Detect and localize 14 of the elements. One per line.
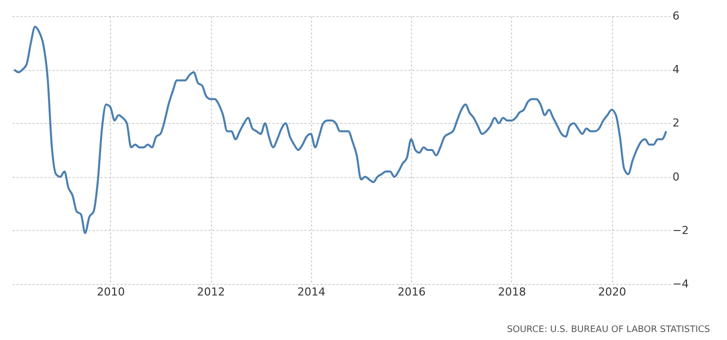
x-tick-label: 2010 (96, 286, 125, 298)
x-tick-label: 2018 (498, 286, 526, 298)
y-tick-label: 2 (672, 116, 680, 130)
x-tick-label: 2020 (598, 286, 626, 298)
y-tick-label: 4 (672, 63, 680, 76)
y-tick-label: −4 (672, 278, 689, 290)
x-tick-label: 2014 (297, 286, 326, 298)
source-note: SOURCE: U.S. BUREAU OF LABOR STATISTICS (507, 325, 710, 335)
y-tick-label: −2 (672, 224, 689, 237)
y-tick-label: 0 (672, 170, 680, 184)
x-tick-label: 2016 (398, 286, 426, 298)
y-tick-label: 6 (672, 10, 680, 22)
x-tick-label: 2012 (197, 286, 226, 298)
line-series (13, 26, 668, 234)
